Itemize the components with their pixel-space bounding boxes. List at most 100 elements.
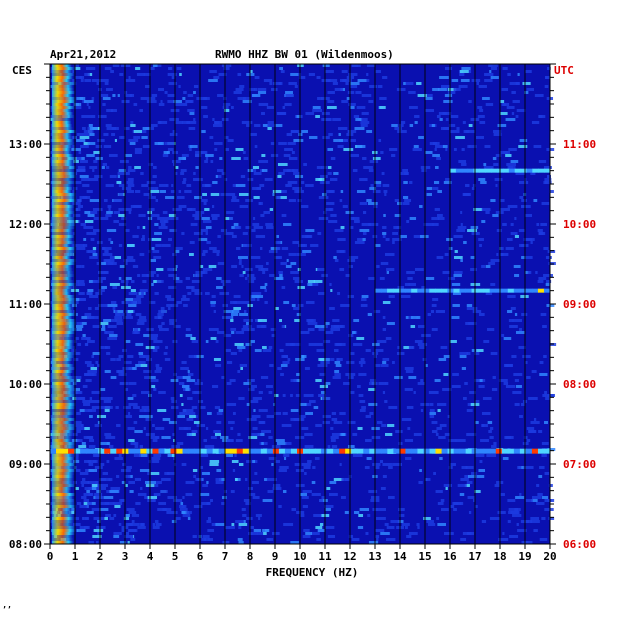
low-frequency-band-cell <box>52 271 74 274</box>
spectrogram-cell <box>349 106 355 109</box>
spectrogram-cell <box>127 355 134 358</box>
right-time-label: 10:00 <box>563 218 596 231</box>
spectrogram-cell <box>145 418 152 421</box>
spectrogram-cell <box>451 385 461 388</box>
spectrogram-cell <box>217 235 221 238</box>
spectrogram-cell <box>202 484 208 487</box>
spectrogram-cell <box>432 223 439 226</box>
spectrogram-cell <box>253 409 256 412</box>
spectrogram-cell <box>294 463 301 466</box>
event-band-segment <box>459 448 467 454</box>
spectrogram-cell <box>487 421 493 424</box>
spectrogram-cell <box>297 286 305 289</box>
spectrogram-cell <box>347 91 355 94</box>
spectrogram-cell <box>74 64 80 67</box>
spectrogram-cell <box>81 265 85 268</box>
spectrogram-cell <box>404 439 414 442</box>
spectrogram-cell <box>294 190 302 193</box>
spectrogram-cell <box>349 226 354 229</box>
spectrogram-cell <box>443 355 450 358</box>
spectrogram-cell <box>114 310 118 313</box>
spectrogram-cell <box>177 415 186 418</box>
spectrogram-cell <box>213 310 216 313</box>
spectrogram-cell <box>321 79 331 82</box>
spectrogram-cell <box>140 487 143 490</box>
spectrogram-cell <box>89 127 99 130</box>
spectrogram-cell <box>249 493 256 496</box>
spectrogram-cell <box>262 499 273 502</box>
event-band-segment <box>531 288 539 293</box>
spectrogram-cell <box>105 331 114 334</box>
spectrogram-cell <box>481 412 491 415</box>
spectrogram-cell <box>405 457 412 460</box>
spectrogram-cell <box>176 376 185 379</box>
spectrogram-cell <box>216 175 222 178</box>
spectrogram-cell <box>443 100 453 103</box>
spectrogram-cell <box>199 265 204 268</box>
spectrogram-cell <box>238 541 244 544</box>
spectrogram-cell <box>182 409 186 412</box>
spectrogram-cell <box>124 91 128 94</box>
spectrogram-cell <box>155 436 160 439</box>
spectrogram-cell <box>226 382 232 385</box>
spectrogram-cell <box>205 232 208 235</box>
spectrogram-cell <box>189 253 194 256</box>
spectrogram-cell <box>419 205 423 208</box>
spectrogram-cell <box>88 463 94 466</box>
spectrogram-cell <box>407 277 413 280</box>
spectrogram-cell <box>367 514 371 517</box>
spectrogram-cell <box>490 259 500 262</box>
event-band-segment <box>393 448 400 454</box>
spectrogram-cell <box>484 73 494 76</box>
spectrogram-cell <box>152 349 158 352</box>
spectrogram-cell <box>107 337 117 340</box>
spectrogram-cell <box>462 121 466 124</box>
low-frequency-band-cell <box>52 199 77 202</box>
spectrogram-cell <box>369 187 377 190</box>
spectrogram-cell <box>391 154 396 157</box>
x-tick-label: 14 <box>393 550 407 563</box>
event-band-segment <box>417 288 424 293</box>
event-band-segment <box>447 448 455 454</box>
x-tick-label: 13 <box>368 550 381 563</box>
spectrogram-cell <box>73 358 79 361</box>
spectrogram-cell <box>108 238 112 241</box>
event-band-segment <box>230 448 238 454</box>
spectrogram-cell <box>525 256 533 259</box>
spectrogram-cell <box>368 100 374 103</box>
spectrogram-cell <box>193 172 196 175</box>
low-frequency-band-cell <box>52 352 75 355</box>
spectrogram-cell <box>377 340 387 343</box>
spectrogram-cell <box>488 430 492 433</box>
spectrogram-cell <box>327 166 332 169</box>
spectrogram-cell <box>483 340 490 343</box>
spectrogram-cell <box>333 172 339 175</box>
spectrogram-cell <box>300 514 305 517</box>
spectrogram-cell <box>141 136 148 139</box>
spectrogram-cell <box>208 538 213 541</box>
spectrogram-cell <box>166 511 171 514</box>
spectrogram-cell <box>438 112 447 115</box>
spectrogram-cell <box>418 481 423 484</box>
spectrogram-cell <box>113 532 122 535</box>
spectrogram-cell <box>404 388 413 391</box>
spectrogram-cell <box>220 193 227 196</box>
spectrogram-cell <box>223 67 230 70</box>
spectrogram-cell <box>265 385 273 388</box>
spectrogram-cell <box>131 520 135 523</box>
spectrogram-cell <box>185 412 196 415</box>
spectrogram-cell <box>513 265 521 268</box>
spectrogram-cell <box>432 187 439 190</box>
spectrogram-cell <box>543 274 553 277</box>
spectrogram-cell <box>542 394 546 397</box>
spectrogram-cell <box>369 382 378 385</box>
spectrogram-cell <box>233 307 241 310</box>
spectrogram-cell <box>290 409 299 412</box>
low-frequency-band-cell <box>52 337 73 340</box>
spectrogram-cell <box>233 301 241 304</box>
spectrogram-cell <box>517 529 527 532</box>
spectrogram-cell <box>283 454 290 457</box>
spectrogram-cell <box>394 127 402 130</box>
spectrogram-cell <box>457 226 467 229</box>
spectrogram-cell <box>239 205 249 208</box>
